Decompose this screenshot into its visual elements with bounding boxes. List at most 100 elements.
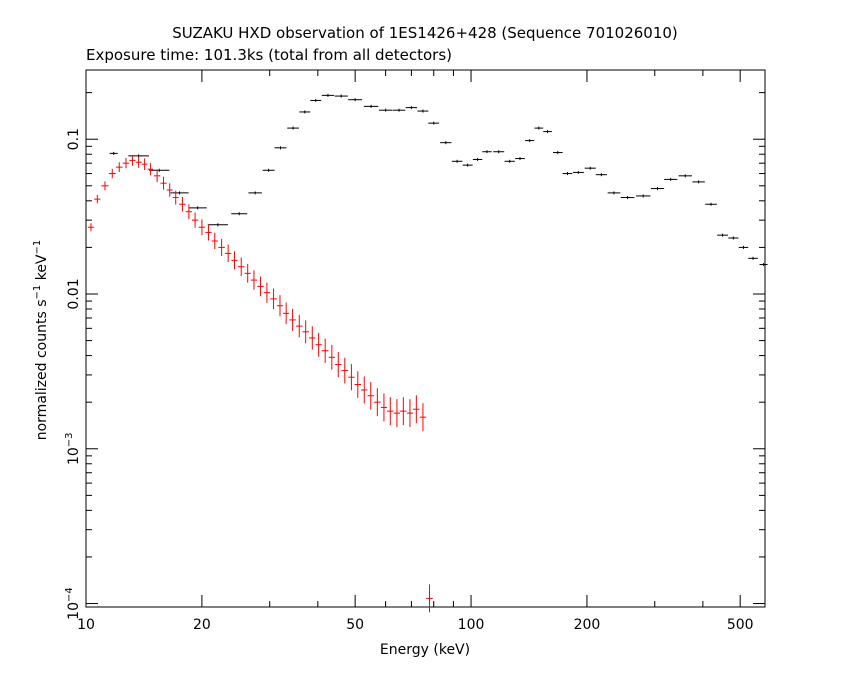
data-point (387, 397, 394, 426)
data-point (141, 158, 148, 170)
data-point (263, 282, 271, 303)
data-point (244, 263, 251, 283)
data-point (348, 364, 355, 391)
data-point (188, 206, 207, 210)
data-point (504, 159, 515, 163)
data-point (428, 121, 440, 125)
data-point (472, 157, 483, 161)
y-axis-label-base: normalized counts s (34, 299, 50, 440)
y-tick-label: 0.01 (66, 278, 82, 309)
data-point (717, 233, 728, 237)
data-point (250, 270, 258, 290)
data-point (149, 168, 170, 172)
data-point (525, 139, 535, 143)
data-point (636, 194, 651, 198)
data-point (728, 236, 739, 240)
data-point (595, 173, 607, 177)
data-point (198, 219, 206, 236)
data-point (94, 194, 101, 204)
x-tick-label: 100 (458, 617, 485, 633)
data-point (310, 98, 322, 102)
data-point (678, 174, 692, 178)
data-point (237, 257, 245, 276)
data-point (417, 109, 429, 113)
data-point (225, 244, 232, 263)
data-point (419, 403, 427, 432)
data-point (302, 320, 309, 344)
data-point (759, 263, 768, 267)
data-point (392, 108, 406, 112)
data-point (122, 158, 130, 169)
data-point (393, 399, 401, 428)
data-point (380, 393, 388, 422)
data-point (296, 314, 303, 338)
data-point (482, 150, 492, 154)
data-point (262, 168, 275, 172)
y-tick-label: 10−3 (64, 432, 82, 465)
data-point (335, 351, 342, 378)
data-point (315, 332, 322, 357)
y-axis-label-mid: keV (34, 254, 50, 285)
data-point (650, 187, 665, 191)
data-point (283, 302, 290, 325)
data-point (692, 180, 705, 184)
data-point (101, 181, 109, 191)
data-point (664, 177, 678, 181)
data-point (354, 371, 361, 398)
data-point (274, 146, 287, 150)
series-pin (87, 155, 433, 613)
chart-subtitle: Exposure time: 101.3ks (total from all d… (86, 46, 452, 64)
data-point (341, 357, 349, 384)
data-point (172, 190, 179, 205)
x-tick-label: 200 (574, 617, 601, 633)
data-point (321, 93, 335, 97)
y-axis-label-sup2: −1 (32, 240, 43, 255)
data-point (191, 212, 199, 228)
data-point (231, 212, 248, 216)
data-point (218, 238, 225, 256)
data-point (248, 191, 262, 195)
data-point (153, 169, 161, 183)
y-axis-label-sup1: −1 (32, 285, 43, 300)
data-point (374, 388, 381, 417)
y-tick-label: 10−4 (64, 587, 82, 620)
data-point (406, 399, 414, 428)
data-point (572, 170, 584, 174)
data-point (289, 308, 296, 331)
x-tick-label: 20 (193, 617, 211, 633)
data-point (257, 276, 264, 297)
data-point (361, 376, 368, 404)
axis-ticks: 10 20 50 100 200 500 10−4 10−3 0.01 0.1 (64, 70, 765, 633)
y-tick-label: 0.1 (66, 128, 82, 150)
data-point (108, 168, 116, 179)
data-point (348, 98, 363, 102)
data-point (147, 163, 154, 176)
data-point (115, 162, 123, 173)
data-point (109, 151, 118, 155)
data-point (400, 397, 407, 426)
data-point (129, 155, 136, 166)
data-point (160, 176, 167, 190)
data-point (440, 141, 452, 145)
data-point (426, 584, 433, 613)
data-point (166, 183, 173, 197)
data-point (705, 202, 717, 206)
x-tick-label: 10 (77, 617, 95, 633)
data-point (515, 157, 525, 161)
data-point (363, 104, 379, 108)
data-point (276, 295, 284, 317)
x-tick-label: 50 (346, 617, 364, 633)
data-point (493, 150, 505, 154)
data-point (205, 224, 212, 241)
data-point (378, 108, 393, 112)
data-point (87, 223, 95, 232)
data-point (309, 326, 316, 350)
data-point (207, 223, 228, 227)
data-point (462, 163, 473, 167)
data-point (367, 382, 375, 410)
data-point (270, 288, 277, 310)
chart-title: SUZAKU HXD observation of 1ES1426+428 (S… (172, 24, 678, 42)
data-point (562, 172, 573, 176)
